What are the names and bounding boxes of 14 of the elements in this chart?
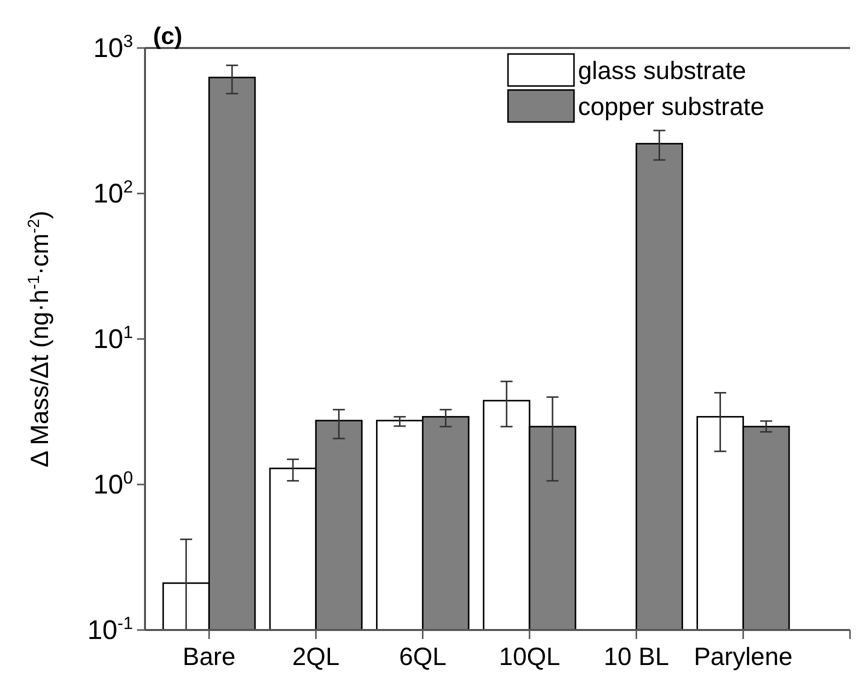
x-tick-label: 2QL [292,643,340,671]
y-tick-label: 10$^{1}$ [93,322,133,354]
y-tick-label: 10$^{-1}$ [87,613,133,645]
x-tick-label: 6QL [399,643,446,671]
chart-title: (c) [153,23,182,50]
x-tick-label: 10QL [498,643,560,671]
y-tick-label: 10$^{2}$ [93,176,133,208]
x-tick-label: Bare [182,643,236,671]
y-tick-label: 10$^{0}$ [93,468,134,500]
x-tick-label: Parylene [694,643,793,671]
y-tick-label: 10$^{3}$ [93,31,133,63]
legend-label: glass substrate [578,57,746,85]
legend-label: copper substrate [578,93,764,121]
x-tick-label: 10 BL [604,643,670,671]
